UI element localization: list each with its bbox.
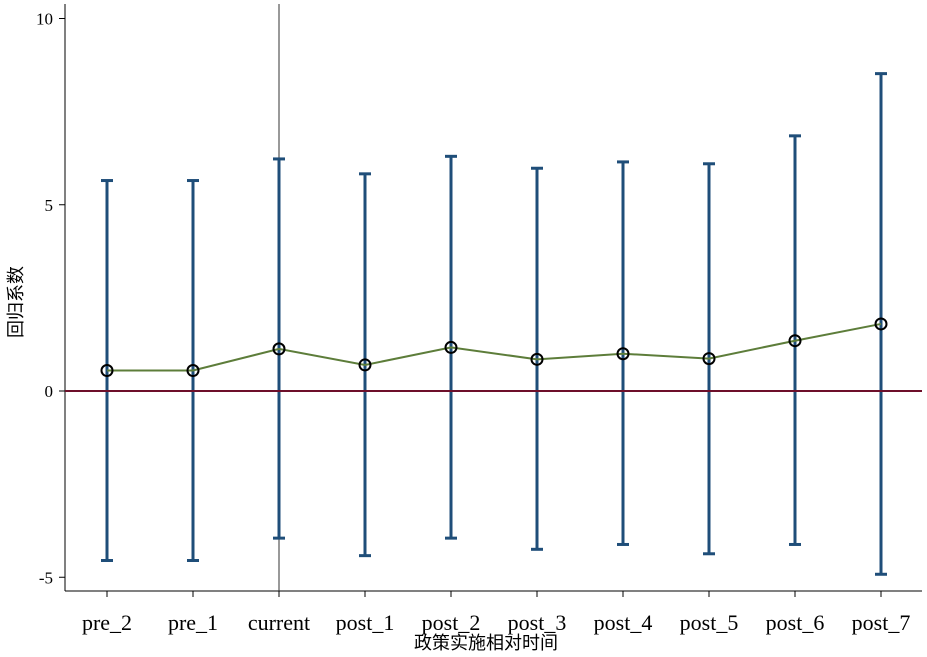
data-point xyxy=(616,347,630,361)
x-tick-label: post_4 xyxy=(594,610,653,635)
data-point xyxy=(788,334,802,348)
x-tick-label: pre_2 xyxy=(82,610,132,635)
y-ticks: -5 0 5 10 xyxy=(36,10,65,587)
data-point xyxy=(702,352,716,366)
y-tick-label: 10 xyxy=(36,10,53,29)
y-axis-title: 回归系数 xyxy=(6,266,27,338)
x-tick-label: post_2 xyxy=(422,610,481,635)
data-point xyxy=(186,364,200,378)
data-point xyxy=(874,317,888,331)
data-point xyxy=(444,340,458,354)
y-tick-label: 0 xyxy=(45,382,54,401)
data-point xyxy=(100,364,114,378)
x-tick-label: post_3 xyxy=(508,610,567,635)
coefficient-points xyxy=(100,317,888,378)
x-tick-label: post_5 xyxy=(680,610,739,635)
x-tick-label: post_1 xyxy=(336,610,395,635)
data-point xyxy=(358,358,372,372)
coefficient-line xyxy=(107,322,882,372)
x-axis-title: 政策实施相对时间 xyxy=(414,633,558,654)
x-tick-label: current xyxy=(248,610,310,635)
x-ticks: pre_2 pre_1 current post_1 post_2 post_3 post_… xyxy=(82,591,910,635)
axes xyxy=(64,4,922,592)
y-tick-label: 5 xyxy=(45,196,54,215)
y-tick-label: -5 xyxy=(39,568,53,587)
x-tick-label: post_6 xyxy=(766,610,825,635)
x-tick-label: pre_1 xyxy=(168,610,218,635)
data-point xyxy=(530,352,544,366)
confidence-intervals xyxy=(101,72,887,576)
data-point xyxy=(272,342,286,356)
x-tick-label: post_7 xyxy=(852,610,911,635)
